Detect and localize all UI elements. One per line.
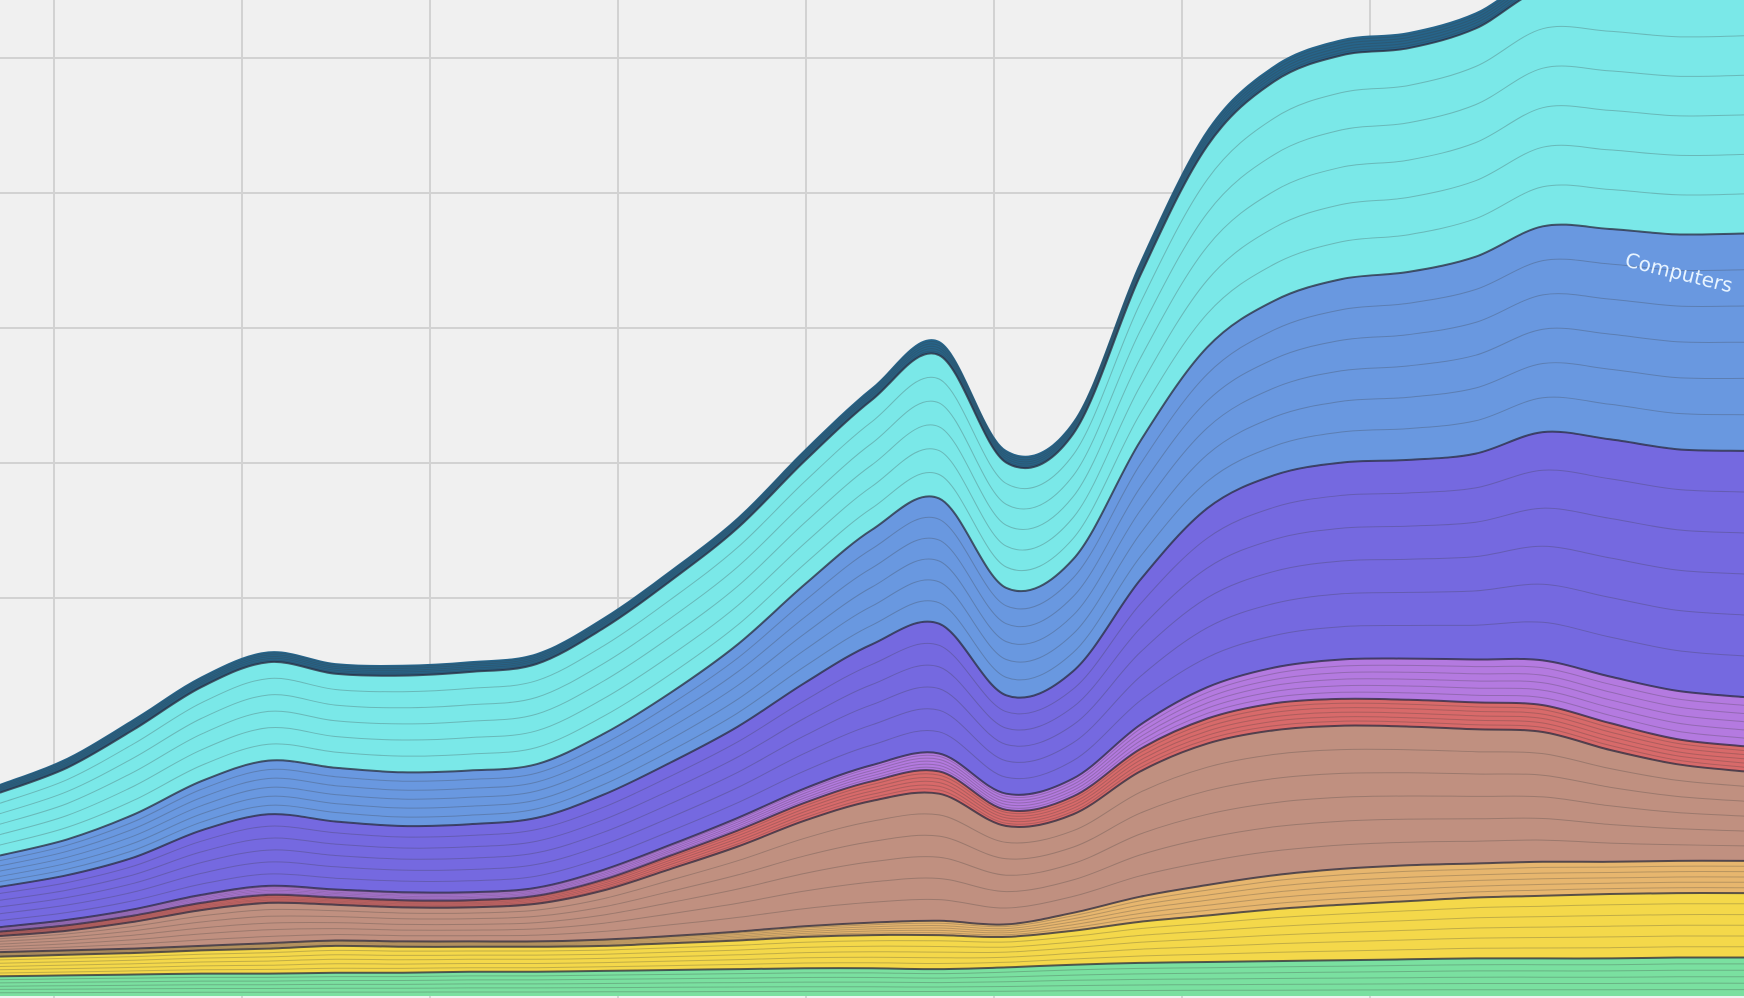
substream-line-4-4 [0,707,1744,934]
substream-line-9-1 [0,0,1518,792]
area-layer-0 [0,957,1744,996]
substream-line-6-1 [0,621,1744,921]
area-layer-9 [0,0,1521,793]
area-layer-1 [0,893,1744,977]
substream-line-7-4 [0,293,1744,867]
substream-line-2-1 [0,887,1744,957]
layer-boundary-4 [0,697,1744,933]
substream-line-8-2 [0,144,1744,836]
substream-line-9-4 [0,0,1506,788]
substream-line-5-5 [0,664,1744,929]
area-layer-8 [0,0,1744,856]
substream-line-6-3 [0,545,1744,908]
substream-line-3-3 [0,795,1744,945]
layer-boundary-2 [0,859,1744,954]
substream-line-4-3 [0,711,1744,935]
substream-line-3-4 [0,772,1744,942]
substream-line-8-1 [0,184,1744,846]
substream-line-6-5 [0,469,1744,894]
substream-line-5-2 [0,684,1744,931]
substream-line-2-4 [0,871,1744,955]
substream-line-5-4 [0,671,1744,930]
layer-boundary-8 [0,0,1523,794]
area-layer-6 [0,431,1744,928]
layer-boundary-7 [0,223,1744,857]
substream-line-8-5 [0,25,1744,804]
substream-line-2-3 [0,876,1744,955]
substream-line-0-2 [0,982,1744,990]
substream-line-0-3 [0,976,1744,987]
substream-line-3-5 [0,748,1744,940]
substream-line-3-1 [0,839,1744,950]
substream-line-4-1 [0,720,1744,936]
substream-line-4-5 [0,702,1744,933]
area-layer-3 [0,725,1744,953]
substream-line-5-3 [0,678,1744,930]
substream-line-4-2 [0,716,1744,935]
substream-line-8-4 [0,65,1744,815]
substream-line-7-5 [0,258,1744,862]
area-layer-2 [0,860,1744,957]
substream-line-1-4 [0,914,1744,964]
layer-boundary-5 [0,657,1744,929]
substream-line-0-1 [0,989,1744,994]
substream-line-3-2 [0,817,1744,948]
layer-boundary-6 [0,430,1744,888]
substream-line-7-3 [0,327,1744,872]
substream-line-1-3 [0,924,1744,967]
area-layer-5 [0,658,1744,932]
substream-line-5-1 [0,691,1744,932]
substream-line-1-5 [0,903,1744,961]
substream-line-9-3 [0,0,1510,789]
substream-line-7-2 [0,362,1744,877]
area-layer-7 [0,224,1744,887]
substream-line-6-4 [0,507,1744,901]
substream-line-1-1 [0,946,1744,974]
layer-boundary-0 [0,956,1744,978]
substream-line-0-5 [0,963,1744,981]
layer-boundary-3 [0,724,1744,937]
area-layer-4 [0,698,1744,936]
layer-boundary-1 [0,892,1744,958]
substream-line-9-5 [0,0,1502,786]
substream-line-7-1 [0,396,1744,883]
substream-line-8-3 [0,105,1744,825]
substream-line-1-2 [0,935,1744,971]
substream-line-9-2 [0,0,1514,791]
substream-line-6-2 [0,583,1744,915]
substream-line-0-4 [0,969,1744,984]
substream-line-2-2 [0,881,1744,956]
